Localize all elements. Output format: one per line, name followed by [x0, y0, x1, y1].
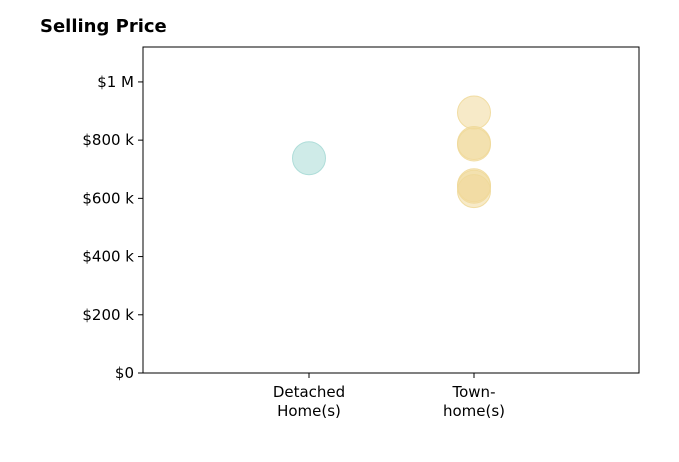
plot-area	[142, 46, 640, 374]
x-tick-label: Town-home(s)	[443, 383, 505, 420]
y-tick-label: $1 M	[97, 73, 134, 91]
x-axis: Detached Home(s) Town-home(s)	[273, 373, 505, 420]
data-point	[457, 127, 491, 162]
data-point	[457, 174, 491, 209]
y-tick-label: $200 k	[82, 306, 134, 324]
y-axis: $0 $200 k $400 k $600 k $800 k $1 M	[82, 73, 143, 382]
y-tick-label: $800 k	[82, 131, 134, 149]
data-point	[457, 95, 491, 130]
x-tick-label: Detached Home(s)	[273, 383, 345, 420]
data-points	[292, 95, 491, 209]
chart-title: Selling Price	[40, 16, 167, 37]
y-tick-label: $0	[115, 364, 134, 382]
data-point	[292, 141, 326, 176]
y-tick-label: $600 k	[82, 189, 134, 207]
y-tick-label: $400 k	[82, 248, 134, 266]
